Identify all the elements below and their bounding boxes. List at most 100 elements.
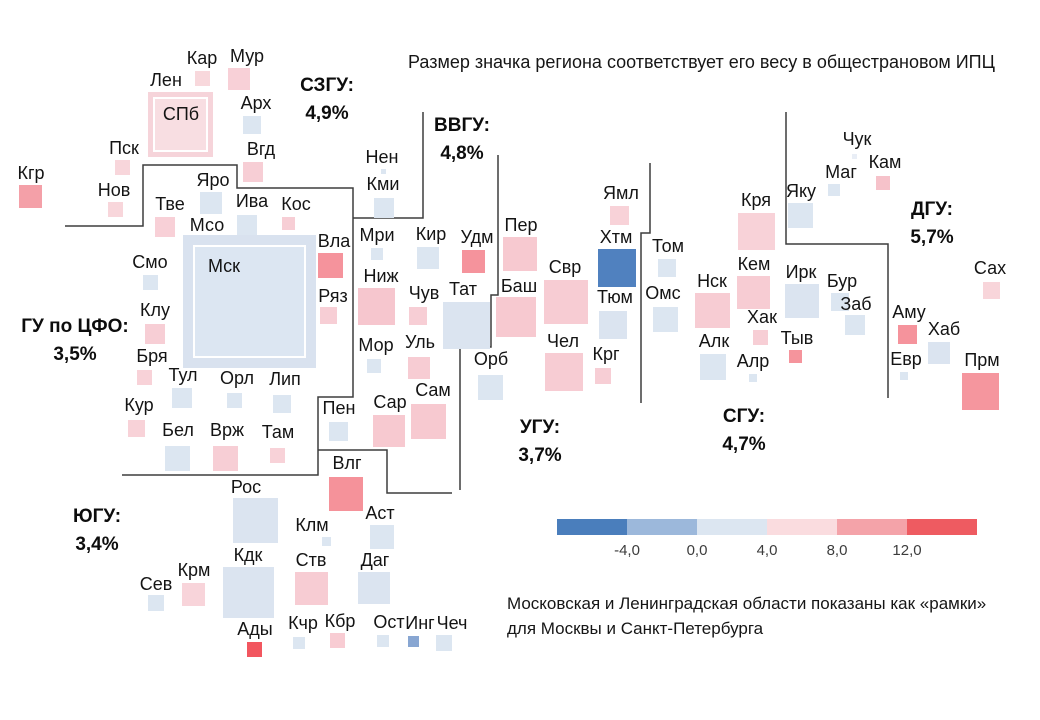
region-square-Мур — [228, 68, 250, 90]
region-square-Тыв — [789, 350, 802, 363]
region-label-Влг: Влг — [332, 453, 362, 473]
district-name: СЗГУ: — [300, 75, 354, 96]
region-square-Чеч — [436, 635, 452, 651]
region-square-Тюм — [599, 311, 627, 339]
region-label-Мск: Мск — [207, 256, 241, 276]
region-label-Врж: Врж — [209, 420, 245, 440]
region-square-Кур — [128, 420, 145, 437]
region-square-Хаб — [928, 342, 950, 364]
region-label-Кря: Кря — [740, 190, 772, 210]
region-label-Пск: Пск — [109, 138, 139, 158]
region-square-Ряз — [320, 307, 337, 324]
district-label-УГУ: УГУ: 3,7% — [518, 414, 561, 470]
district-name: ЮГУ: — [72, 506, 122, 527]
region-label-Тул: Тул — [168, 365, 198, 385]
region-square-Том — [658, 259, 676, 277]
region-label-Тюм: Тюм — [597, 287, 633, 307]
legend-tick-8,0: 8,0 — [826, 542, 848, 559]
region-label-Чув: Чув — [408, 283, 440, 303]
region-square-Чел — [545, 353, 583, 391]
region-label-Крг: Крг — [592, 344, 620, 364]
region-label-Омс: Омс — [645, 283, 681, 303]
region-label-Ирк: Ирк — [785, 262, 817, 282]
region-square-Евр — [900, 372, 908, 380]
region-label-Заб: Заб — [840, 294, 872, 314]
region-label-Лен: Лен — [150, 70, 182, 90]
region-square-Чук — [852, 154, 857, 159]
region-label-Кар: Кар — [186, 48, 218, 68]
chart-title: Размер значка региона соответствует его … — [408, 52, 995, 72]
region-square-Бря — [137, 370, 152, 385]
region-label-Хак: Хак — [747, 307, 777, 327]
region-label-Том: Том — [652, 236, 684, 256]
region-label-Крм: Крм — [177, 560, 211, 580]
region-label-Кур: Кур — [124, 395, 154, 415]
region-square-Пер — [503, 237, 537, 271]
region-label-Кам: Кам — [868, 152, 902, 172]
region-label-Свр: Свр — [548, 257, 582, 277]
region-label-Лип: Лип — [269, 369, 301, 389]
region-label-Смо: Смо — [132, 252, 168, 272]
region-label-Сам: Сам — [415, 380, 451, 400]
region-square-Там — [270, 448, 285, 463]
region-square-Смо — [143, 275, 158, 290]
region-label-Орл: Орл — [220, 368, 254, 388]
region-label-Ямл: Ямл — [603, 183, 639, 203]
region-square-Аст — [370, 525, 394, 549]
region-square-Тул — [172, 388, 192, 408]
district-label-ГУпоЦФО: ГУ по ЦФО: 3,5% — [21, 313, 128, 369]
region-square-Ива — [237, 215, 257, 235]
district-cpi-value: 3,5% — [53, 344, 97, 365]
region-square-Сар — [373, 415, 405, 447]
legend-swatch-0 — [557, 519, 627, 535]
region-square-Аму — [898, 325, 917, 344]
region-label-Там: Там — [261, 422, 295, 442]
region-label-Мор: Мор — [358, 335, 394, 355]
footnote-line-1: Московская и Ленинградская области показ… — [507, 594, 987, 613]
legend-tick-12,0: 12,0 — [892, 542, 922, 559]
district-cpi-value: 3,4% — [75, 534, 119, 555]
region-square-Кбр — [330, 633, 345, 648]
region-label-Аму: Аму — [892, 302, 926, 322]
district-label-ДГУ: ДГУ: 5,7% — [910, 196, 953, 252]
region-square-Яку — [788, 203, 813, 228]
region-square-Кам — [876, 176, 890, 190]
region-label-Кгр: Кгр — [17, 163, 45, 183]
region-square-Пск — [115, 160, 130, 175]
region-square-Кем — [737, 276, 770, 309]
district-label-СГУ: СГУ: 4,7% — [722, 403, 765, 459]
district-label-ЮГУ: ЮГУ: 3,4% — [73, 503, 121, 559]
region-label-Вла: Вла — [317, 231, 351, 251]
region-label-Нск: Нск — [697, 271, 727, 291]
region-square-Мор — [367, 359, 381, 373]
region-square-Алк — [700, 354, 726, 380]
region-label-Ряз: Ряз — [318, 286, 348, 306]
region-square-Клм — [322, 537, 331, 546]
footnote-line-2: для Москвы и Санкт-Петербурга — [507, 619, 764, 638]
footnote: Московская и Ленинградская области показ… — [507, 591, 986, 641]
region-label-Пер: Пер — [504, 215, 538, 235]
region-square-Ады — [247, 642, 262, 657]
region-label-Тве: Тве — [155, 194, 185, 214]
region-label-Нен: Нен — [365, 147, 399, 167]
region-square-Ств — [295, 572, 328, 605]
region-label-Яку: Яку — [785, 181, 817, 201]
region-square-Арх — [243, 116, 261, 134]
district-cpi-value: 5,7% — [910, 227, 954, 248]
region-square-Маг — [828, 184, 840, 196]
region-square-Пен — [329, 422, 348, 441]
region-label-Ива: Ива — [235, 191, 269, 211]
district-cpi-value: 4,9% — [305, 103, 349, 124]
region-label-Рос: Рос — [230, 477, 262, 497]
region-label-Тат: Тат — [448, 279, 478, 299]
region-square-Тве — [155, 217, 175, 237]
region-label-Орб: Орб — [473, 349, 509, 369]
region-label-Арх: Арх — [240, 93, 272, 113]
legend-swatch-3 — [767, 519, 837, 535]
legend-tick--4,0: -4,0 — [614, 542, 640, 559]
region-label-Мсо: Мсо — [189, 215, 225, 235]
region-label-Кем: Кем — [737, 254, 771, 274]
region-inner-square-Мск — [193, 245, 306, 358]
region-label-Кдк: Кдк — [233, 545, 263, 565]
